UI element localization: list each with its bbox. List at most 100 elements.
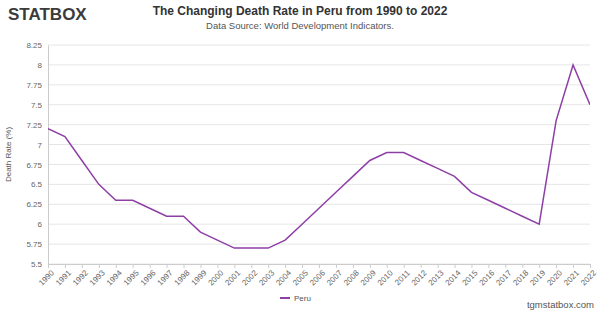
x-tick-mark xyxy=(268,264,269,268)
x-tick-label: 1995 xyxy=(122,268,141,287)
x-tick: 2008 xyxy=(342,264,361,287)
legend-label[interactable]: Peru xyxy=(294,294,311,303)
x-tick: 1996 xyxy=(139,264,158,287)
x-tick-label: 2014 xyxy=(444,268,463,287)
x-tick: 2011 xyxy=(393,264,412,287)
x-tick-label: 2006 xyxy=(308,268,327,287)
x-tick: 2000 xyxy=(206,264,225,287)
y-tick: 6.25 xyxy=(26,200,48,209)
x-tick-label: 1992 xyxy=(71,268,90,287)
x-tick-mark xyxy=(65,264,66,268)
grid-line xyxy=(48,244,590,245)
x-tick-mark xyxy=(556,264,557,268)
x-tick-mark xyxy=(573,264,574,268)
x-tick: 2015 xyxy=(460,264,479,287)
x-tick-label: 2017 xyxy=(494,268,513,287)
x-tick-mark xyxy=(522,264,523,268)
x-tick-label: 2018 xyxy=(511,268,530,287)
y-tick: 6.75 xyxy=(26,161,48,170)
x-tick-label: 2022 xyxy=(579,268,598,287)
x-tick-label: 2008 xyxy=(342,268,361,287)
x-tick: 1999 xyxy=(189,264,208,287)
x-tick-label: 1996 xyxy=(139,268,158,287)
x-tick: 1991 xyxy=(54,264,73,287)
x-tick: 2012 xyxy=(410,264,429,287)
y-tick: 5.75 xyxy=(26,240,48,249)
x-tick-label: 2015 xyxy=(460,268,479,287)
x-tick-mark xyxy=(184,264,185,268)
x-tick-label: 2002 xyxy=(240,268,259,287)
x-tick: 2019 xyxy=(528,264,547,287)
y-tick: 7.5 xyxy=(31,101,48,110)
x-tick: 2014 xyxy=(444,264,463,287)
x-tick-mark xyxy=(404,264,405,268)
chart: STATBOXThe Changing Death Rate in Peru f… xyxy=(0,0,600,314)
x-tick-mark xyxy=(505,264,506,268)
x-tick-mark xyxy=(285,264,286,268)
x-tick-mark xyxy=(336,264,337,268)
x-tick-mark xyxy=(99,264,100,268)
grid-line xyxy=(48,124,590,125)
x-tick-label: 2012 xyxy=(410,268,429,287)
x-tick-mark xyxy=(82,264,83,268)
x-tick-mark xyxy=(455,264,456,268)
x-tick-mark xyxy=(387,264,388,268)
x-tick: 2003 xyxy=(257,264,276,287)
y-tick-label: 7.25 xyxy=(26,121,42,130)
y-tick-label: 6 xyxy=(38,220,43,229)
series-line xyxy=(48,65,590,248)
x-tick-mark xyxy=(217,264,218,268)
x-tick-label: 2003 xyxy=(257,268,276,287)
y-tick: 6 xyxy=(38,220,48,229)
y-tick: 8.25 xyxy=(26,41,48,50)
x-tick-mark xyxy=(353,264,354,268)
y-tick-label: 7.75 xyxy=(26,81,42,90)
x-tick: 2010 xyxy=(376,264,395,287)
x-tick-label: 2000 xyxy=(206,268,225,287)
x-tick-mark xyxy=(251,264,252,268)
y-axis: 5.55.7566.256.56.7577.257.57.7588.25 xyxy=(26,41,48,269)
y-tick: 6.5 xyxy=(31,180,48,189)
footer: tgmstatbox.com xyxy=(527,299,594,310)
x-tick-label: 2016 xyxy=(477,268,496,287)
x-tick: 1997 xyxy=(156,264,175,287)
x-tick-mark xyxy=(590,264,591,268)
y-tick: 5.5 xyxy=(31,260,48,269)
grid-line xyxy=(48,224,590,225)
x-tick: 2002 xyxy=(240,264,259,287)
x-tick-mark xyxy=(370,264,371,268)
y-tick-label: 5.5 xyxy=(31,260,43,269)
x-tick: 2020 xyxy=(545,264,564,287)
legend: Peru xyxy=(280,294,311,303)
y-tick: 7.25 xyxy=(26,121,48,130)
x-tick: 2004 xyxy=(274,264,293,287)
subtitle: Data Source: World Development Indicator… xyxy=(206,20,394,31)
x-tick-label: 2005 xyxy=(291,268,310,287)
x-axis: 1990199119921993199419951996199719981999… xyxy=(37,264,598,287)
grid-line xyxy=(48,104,590,105)
x-tick: 1998 xyxy=(173,264,192,287)
x-tick: 2017 xyxy=(494,264,513,287)
x-tick-label: 2010 xyxy=(376,268,395,287)
x-tick-label: 2001 xyxy=(223,268,242,287)
x-tick: 1995 xyxy=(122,264,141,287)
x-tick-label: 2021 xyxy=(562,268,581,287)
y-tick: 7.75 xyxy=(26,81,48,90)
x-tick: 1993 xyxy=(88,264,107,287)
x-tick-label: 1998 xyxy=(173,268,192,287)
grid-line xyxy=(48,84,590,85)
x-tick-mark xyxy=(539,264,540,268)
title: The Changing Death Rate in Peru from 199… xyxy=(153,4,448,18)
x-tick-label: 2009 xyxy=(359,268,378,287)
x-tick-label: 1994 xyxy=(105,268,124,287)
x-tick: 2001 xyxy=(223,264,242,287)
grid-line xyxy=(48,64,590,65)
x-tick: 2022 xyxy=(579,264,598,287)
x-tick: 2007 xyxy=(325,264,344,287)
x-tick-mark xyxy=(200,264,201,268)
x-tick-mark xyxy=(167,264,168,268)
y-tick-label: 8 xyxy=(38,61,43,70)
y-tick-label: 6.5 xyxy=(31,180,43,189)
x-tick: 1992 xyxy=(71,264,90,287)
x-tick: 2021 xyxy=(562,264,581,287)
